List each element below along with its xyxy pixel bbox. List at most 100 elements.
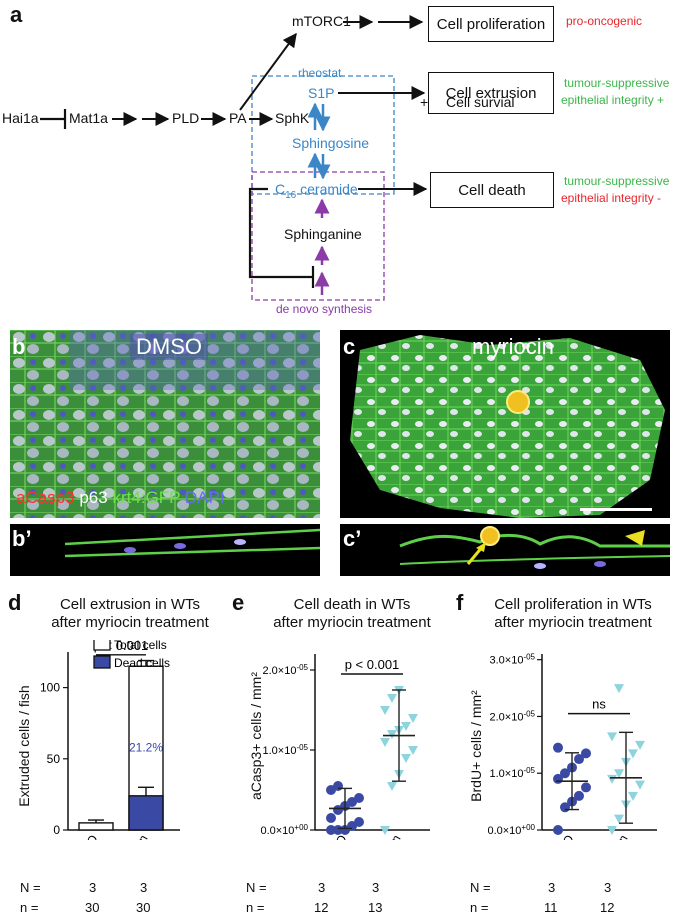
chart-f-ytick-label: 3.0×10-05 bbox=[489, 653, 535, 667]
chart-d-category-label: myriocin bbox=[116, 833, 150, 841]
chart-e-point-myriocin bbox=[408, 714, 418, 723]
panel-letter-d: d bbox=[8, 590, 22, 615]
chart-e-N-label: N = bbox=[246, 880, 267, 895]
chart-e-point-dmso bbox=[326, 825, 336, 835]
chart-f-pvalue: ns bbox=[592, 697, 606, 712]
chart-e-N-dmso: 3 bbox=[318, 880, 326, 895]
chart-f-category-label: myriocin bbox=[596, 833, 630, 841]
chart-e-svg: 0.0×10+00 1.0×10-05 2.0×10-05 DMSO myriocin p… bbox=[260, 654, 430, 841]
outcome-extrusion-line2: Cell survial bbox=[446, 94, 515, 110]
ceramide-subscript: 16 bbox=[285, 189, 297, 201]
chart-d-n-label: n = bbox=[20, 900, 39, 915]
de-novo-label: de novo synthesis bbox=[276, 302, 373, 316]
outcome-extrusion-plus: + bbox=[420, 94, 429, 110]
chart-e-point-myriocin bbox=[380, 826, 390, 835]
chart-e-point-dmso bbox=[333, 781, 343, 791]
micrograph-dmso-cells bbox=[10, 330, 320, 518]
chart-f-ytick-label: 1.0×10-05 bbox=[489, 766, 535, 780]
chart-f-N-label: N = bbox=[470, 880, 491, 895]
chart-d-legend-swatch-dead bbox=[93, 655, 111, 669]
chart-d-n-dmso: 30 bbox=[85, 900, 100, 915]
chart-d-ytick-label: 0 bbox=[53, 823, 60, 837]
chart-d-title: Cell extrusion in WTs after myriocin tre… bbox=[40, 596, 220, 632]
chart-e-N-myriocin: 3 bbox=[372, 880, 380, 895]
micrograph-dmso-section-layers bbox=[64, 528, 320, 558]
outcome-extrusion-box: Cell extrusion bbox=[428, 72, 554, 114]
chart-f-ytick-label: 0.0×10+00 bbox=[487, 823, 535, 837]
chart-d-n-myriocin: 30 bbox=[136, 900, 151, 915]
chart-e-point-dmso bbox=[354, 793, 364, 803]
chart-e-point-myriocin bbox=[380, 738, 390, 747]
chart-f-title-line1: Cell proliferation in WTs bbox=[494, 596, 652, 613]
chart-d-percent-label: 21.2% bbox=[129, 741, 163, 755]
outcome-extrusion-line1: Cell extrusion bbox=[445, 84, 537, 102]
chart-d-ytick-label: 100 bbox=[40, 681, 60, 695]
rheostat-label: rheostat bbox=[298, 66, 342, 80]
annotation-ts1: tumour-suppressive bbox=[564, 76, 670, 90]
micrograph-dmso-title: DMSO bbox=[130, 334, 208, 360]
chart-f-svg: 0.0×10+00 1.0×10-05 2.0×10-05 3.0×10-05 DMSO… bbox=[487, 653, 657, 841]
chart-e-ytick-label: 0.0×10+00 bbox=[260, 823, 308, 837]
chart-d-bar-total bbox=[78, 822, 114, 831]
node-mat1a: Mat1a bbox=[69, 110, 108, 126]
stain-dapi: DAPI bbox=[184, 488, 225, 507]
chart-f-N-dmso: 3 bbox=[548, 880, 556, 895]
panel-letter-b-prime: b’ bbox=[12, 526, 32, 551]
chart-e-point-myriocin bbox=[401, 754, 411, 763]
chart-e-point-myriocin bbox=[387, 694, 397, 703]
chart-f-N-myriocin: 3 bbox=[604, 880, 612, 895]
chart-f-point-dmso bbox=[560, 768, 570, 779]
chart-e-category-label: myriocin bbox=[369, 833, 403, 841]
chart-f-ytick-label: 2.0×10-05 bbox=[489, 709, 535, 723]
chart-e-n-label: n = bbox=[246, 900, 265, 915]
node-ceramide: C16 ceramide bbox=[275, 181, 358, 201]
chart-e-point-myriocin bbox=[408, 746, 418, 755]
panel-letter-a: a bbox=[10, 2, 23, 27]
chart-e-point-myriocin bbox=[387, 730, 397, 739]
panel-letter-b: b bbox=[12, 334, 26, 359]
annotation-pro-oncogenic: pro-oncogenic bbox=[566, 14, 643, 28]
chart-d-N-label: N = bbox=[20, 880, 41, 895]
stain-p63: p63 bbox=[79, 488, 108, 507]
panel-letter-f: f bbox=[456, 590, 464, 615]
chart-f-point-myriocin bbox=[607, 774, 617, 784]
outcome-death-box: Cell death bbox=[430, 172, 554, 208]
node-mtorc1: mTORC1 bbox=[292, 13, 351, 29]
ceramide-prefix: C bbox=[275, 181, 286, 197]
chart-f-point-myriocin bbox=[614, 769, 624, 779]
chart-f-point-myriocin bbox=[607, 732, 617, 742]
chart-d-N-myriocin: 3 bbox=[140, 880, 148, 895]
chart-e-point-dmso bbox=[326, 813, 336, 823]
micrograph-dmso: DMSO aCasp3 p63 krt4:GFP DAPI bbox=[10, 330, 320, 518]
stain-acasp3: aCasp3 bbox=[16, 488, 75, 507]
chart-d-legend-dead: Dead cells bbox=[114, 656, 170, 670]
micrograph-dmso-section bbox=[10, 524, 320, 576]
chart-f-point-dmso bbox=[574, 754, 584, 765]
annotation-ei-plus: epithelial integrity + bbox=[561, 93, 665, 107]
chart-f-point-myriocin bbox=[635, 740, 645, 750]
rheostat-box bbox=[251, 75, 395, 195]
stain-legend: aCasp3 p63 krt4:GFP DAPI bbox=[16, 488, 225, 508]
node-pld: PLD bbox=[172, 110, 200, 126]
panel-letter-c-prime: c’ bbox=[343, 526, 362, 551]
chart-e-pvalue: p < 0.001 bbox=[345, 657, 400, 672]
chart-f-point-myriocin bbox=[614, 684, 624, 694]
node-sphk: SphK bbox=[275, 110, 310, 126]
annotation-ei-minus: epithelial integrity - bbox=[561, 191, 662, 205]
chart-e-point-myriocin bbox=[401, 722, 411, 731]
outcome-proliferation: Cell proliferation bbox=[436, 15, 546, 33]
panel-letter-c: c bbox=[343, 334, 356, 359]
chart-d-N-dmso: 3 bbox=[89, 880, 97, 895]
chart-f-n-myriocin: 12 bbox=[600, 900, 615, 915]
node-hai1a: Hai1a bbox=[2, 110, 39, 126]
chart-f-title-line2: after myriocin treatment bbox=[494, 614, 652, 631]
stain-krt4: krt4:GFP bbox=[112, 488, 181, 507]
arrow-pa-mtorc1 bbox=[239, 32, 297, 111]
chart-e-ytick-label: 1.0×10-05 bbox=[262, 743, 308, 757]
chart-f-point-dmso bbox=[581, 748, 591, 759]
chart-d-ytick-label: 50 bbox=[47, 752, 61, 766]
ceramide-feedback-line bbox=[248, 187, 312, 279]
node-pa: PA bbox=[229, 110, 247, 126]
annotation-ts2: tumour-suppressive bbox=[564, 174, 670, 188]
